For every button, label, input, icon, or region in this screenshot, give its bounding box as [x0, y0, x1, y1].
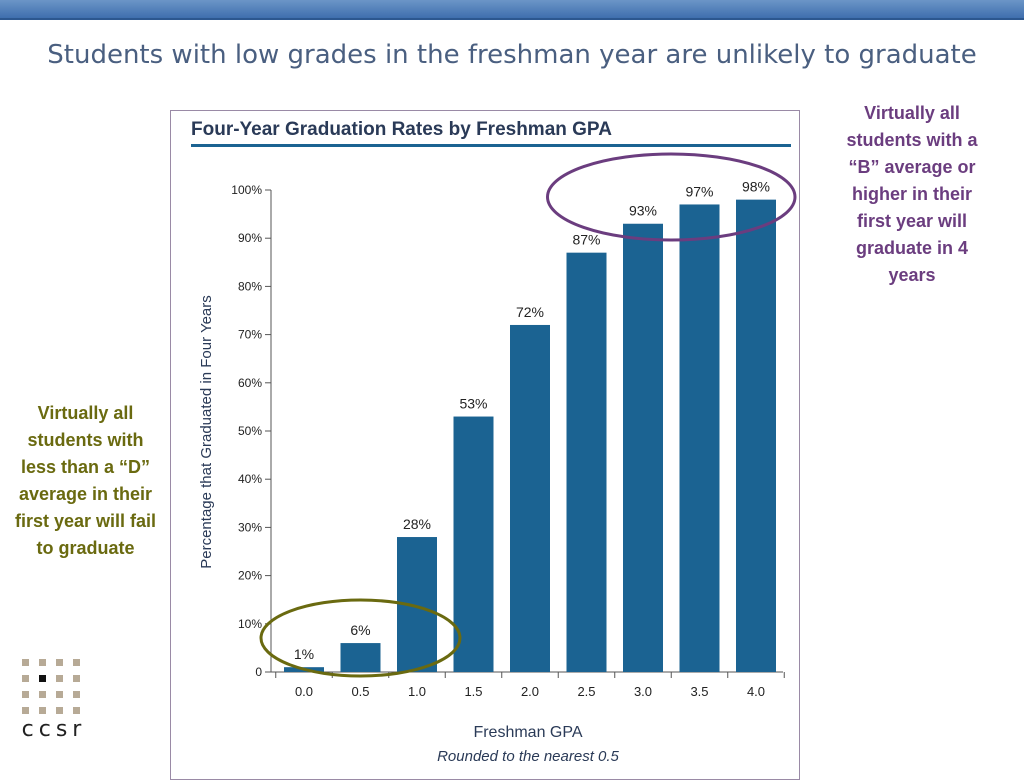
chart-title: Four-Year Graduation Rates by Freshman G… [191, 119, 612, 140]
x-tick-label: 4.0 [747, 684, 765, 699]
y-tick-label: 80% [238, 279, 262, 293]
bar-4.0 [736, 199, 776, 672]
x-tick-label: 0.5 [351, 684, 369, 699]
logo-grid-icon [22, 659, 88, 719]
x-tick-label: 3.0 [634, 684, 652, 699]
bar-0.5 [340, 643, 381, 672]
y-tick-label: 60% [238, 376, 262, 390]
logo-square [39, 659, 46, 666]
y-tick-label: 10% [238, 617, 262, 631]
logo-square [39, 691, 46, 698]
logo-text: ccsr [21, 717, 87, 742]
logo-square [22, 691, 29, 698]
bar-chart: 0 10% 20% 30% 40% 50% 60% 70% 80% 90% 100% Percenta… [198, 152, 797, 765]
y-tick-label: 70% [238, 328, 262, 342]
data-label-3.5: 97% [685, 183, 713, 199]
x-axis-label: Freshman GPA [473, 724, 582, 741]
x-axis-sublabel: Rounded to the nearest 0.5 [437, 748, 619, 765]
annotation-high-gpa: Virtually all students with a “B” averag… [846, 103, 978, 285]
slide-title: Students with low grades in the freshman… [47, 40, 977, 70]
high-gpa-circle [546, 152, 797, 242]
y-tick-label: 40% [238, 472, 262, 486]
logo-square [22, 707, 29, 714]
low-gpa-circle [259, 598, 462, 678]
bar-2.5 [566, 252, 607, 672]
ccsr-logo: ccsr [14, 655, 94, 745]
logo-square [56, 659, 63, 666]
chart-title-rule [191, 144, 791, 147]
logo-square [73, 675, 80, 682]
x-tick-label: 2.5 [577, 684, 595, 699]
y-tick-label: 20% [238, 569, 262, 583]
data-label-3.0: 93% [629, 203, 657, 219]
chart-frame: Four-Year Graduation Rates by Freshman G… [170, 110, 800, 780]
y-tick-label: 50% [238, 424, 262, 438]
x-tick-label: 1.0 [408, 684, 426, 699]
top-accent-bar [0, 0, 1024, 20]
bar-3.0 [623, 223, 663, 672]
logo-square [56, 675, 63, 682]
y-tick-label: 100% [231, 183, 262, 197]
data-label-2.5: 87% [572, 232, 600, 248]
data-label-1.5: 53% [459, 396, 487, 412]
x-tick-label: 3.5 [690, 684, 708, 699]
data-label-2.0: 72% [516, 304, 544, 320]
logo-square [39, 707, 46, 714]
bar-3.5 [679, 204, 720, 672]
annotation-low-gpa: Virtually all students with less than a … [14, 403, 157, 558]
x-tick-label: 2.0 [521, 684, 539, 699]
logo-square [73, 691, 80, 698]
data-label-0.0: 1% [294, 646, 314, 662]
data-label-4.0: 98% [742, 179, 770, 195]
logo-square [73, 707, 80, 714]
logo-square [39, 675, 46, 682]
logo-square [73, 659, 80, 666]
y-tick-label: 90% [238, 231, 262, 245]
data-label-1.0: 28% [403, 516, 431, 532]
x-tick-label: 1.5 [464, 684, 482, 699]
x-tick-label: 0.0 [295, 684, 313, 699]
y-tick-label: 30% [238, 520, 262, 534]
logo-square [56, 691, 63, 698]
bar-2.0 [510, 324, 550, 672]
logo-square [56, 707, 63, 714]
y-tick-label: 0 [255, 665, 262, 679]
bar-1.5 [453, 416, 494, 672]
logo-square [22, 659, 29, 666]
y-axis-label: Percentage that Graduated in Four Years [198, 295, 215, 569]
logo-square [22, 675, 29, 682]
data-label-0.5: 6% [350, 622, 370, 638]
